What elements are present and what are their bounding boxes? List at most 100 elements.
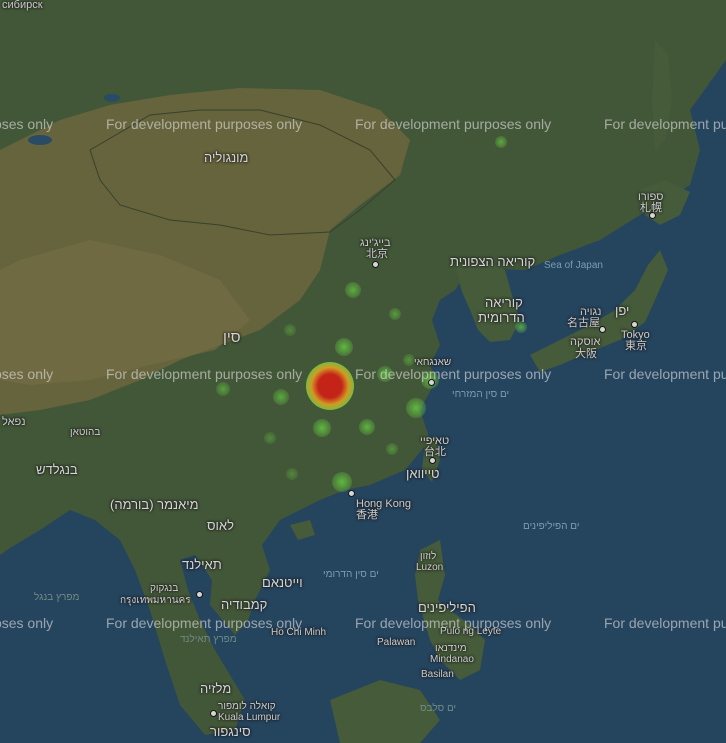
map-label: сибирск (2, 0, 43, 11)
city-label-beijing-zh: 北京 (366, 248, 388, 260)
city-label-nagoya: נגויה (580, 306, 602, 318)
heat-point-nanjing (403, 354, 415, 366)
country-label-japan: יפן (615, 303, 630, 318)
country-label-vietnam: וייטנאם (262, 575, 303, 590)
heat-point-changsha (313, 419, 331, 437)
city-label-sapporo: ספורו (638, 191, 664, 203)
watermark: For development purposes only (604, 366, 726, 382)
watermark: For development purposes only (0, 615, 54, 631)
map-label-mindanao: מינדנאו (435, 643, 467, 654)
country-label-singapore: סינגפור (210, 724, 251, 739)
heat-point-chongqing (273, 389, 289, 405)
watermark: For development purposes only (604, 615, 726, 631)
heat-point-chengdu (216, 382, 230, 396)
heat-point-guangzhou (332, 472, 352, 492)
country-label-taiwan: טייוואן (406, 466, 440, 481)
country-label-myanmar: מיאנמר (בורמה) (110, 497, 199, 512)
country-label-nepal: נפאל (2, 416, 26, 428)
watermark: For development purposes only (355, 366, 552, 382)
city-label-nagoya-ja: 名古屋 (567, 317, 600, 329)
heat-point-nanning (286, 468, 298, 480)
sea-label-philippine: ים הפיליפינים (523, 521, 580, 532)
map-label-leyte: Pulo ng Leyte (440, 626, 502, 637)
city-label-bangkok: בנגקוק (150, 583, 179, 594)
city-label-tokyo: Tokyo (621, 329, 650, 341)
plateau-region (0, 240, 250, 385)
country-label-laos: לאוס (207, 518, 234, 533)
heat-point-seoul (515, 321, 527, 333)
country-label-china: סין (223, 329, 241, 346)
watermark: For development purposes only (355, 116, 552, 132)
city-label-kuala-lumpur: קואלה לומפור (218, 701, 276, 712)
country-label-bangladesh: בנגלדש (36, 462, 78, 477)
sea-label-gulf-of-thailand: מפרץ תאילנד (180, 634, 237, 645)
landmass-philippines (415, 540, 485, 680)
sea-label-sulu: ים סלבס (420, 703, 457, 714)
landmass-sakhalin (652, 40, 672, 150)
city-marker-tokyo[interactable] (631, 321, 638, 328)
watermark: For development purposes only (106, 366, 303, 382)
country-label-south-korea-2: הדרומית (478, 310, 525, 325)
city-label-shanghai: שאנגחאי (414, 357, 452, 368)
watermark: For development purposes only (0, 116, 54, 132)
city-label-bangkok-th: กรุงเทพมหานคร (120, 595, 191, 606)
heat-point-guiyang (264, 432, 276, 444)
landmass-borneo (330, 680, 440, 743)
landmass-japan-honshu (530, 250, 668, 372)
map-label-luzon-en: Luzon (416, 562, 444, 573)
map-label-mindanao-en: Mindanao (430, 654, 474, 665)
border-mongolia (89, 109, 396, 236)
watermark: For development purposes only (106, 615, 303, 631)
watermark: For development purposes only (106, 116, 303, 132)
city-label-osaka-ja: 大阪 (575, 348, 597, 360)
country-label-thailand: תאילנד (182, 557, 222, 572)
city-marker-nagoya[interactable] (599, 326, 606, 333)
city-marker-bangkok[interactable] (196, 591, 203, 598)
heat-point-jinan (389, 308, 401, 320)
country-label-philippines: הפיליפינים (418, 600, 476, 615)
city-label-hong-kong: Hong Kong (356, 498, 412, 510)
city-marker-sapporo[interactable] (649, 212, 656, 219)
city-label-tokyo-ja: 東京 (625, 340, 647, 352)
landmass-korea (455, 260, 520, 342)
city-label-ho-chi-minh: Ho Chi Minh (271, 627, 327, 638)
heat-point-harbin (495, 136, 507, 148)
watermark: For development purposes only (0, 366, 54, 382)
sea-label-japan: Sea of Japan (544, 260, 603, 271)
city-marker-taipei[interactable] (429, 457, 436, 464)
country-label-mongolia: מונגוליה (204, 150, 249, 165)
map-label-luzon: לוזון (420, 551, 437, 562)
city-label-kuala-lumpur-en: Kuala Lumpur (218, 712, 281, 723)
landmass-hainan (290, 520, 315, 540)
lake (104, 94, 120, 102)
map-label-basilan: Basilan (421, 669, 454, 680)
city-marker-shanghai[interactable] (428, 379, 435, 386)
sea-label-south-china: ים סין הדרומי (323, 569, 379, 580)
heat-point-wuhan (306, 362, 354, 410)
heat-point-shijiazhuang (284, 324, 296, 336)
city-label-taipei: טאיפיי (420, 435, 450, 447)
country-label-south-korea-1: קוריאה (485, 295, 523, 310)
city-marker-hong-kong[interactable] (348, 490, 355, 497)
city-label-taipei-zh: 台北 (424, 446, 446, 458)
heat-point-beijing (345, 282, 361, 298)
country-label-malaysia: מלזיה (200, 681, 232, 696)
heat-point-zhengzhou (335, 338, 353, 356)
sea-label-bay-of-bengal: מפרץ בנגל (34, 592, 80, 603)
map-label-palawan: Palawan (377, 637, 416, 648)
city-label-hong-kong-zh: 香港 (356, 509, 378, 521)
city-label-osaka: אוסקה (570, 336, 601, 348)
heat-point-fuzhou (386, 443, 398, 455)
city-label-sapporo-ja: 札幌 (640, 202, 662, 214)
country-label-bhutan: בהוטאן (70, 427, 101, 438)
sea-label-east-china: ים סין המזרחי (452, 389, 510, 400)
country-label-cambodia: קמבודיה (221, 597, 268, 612)
city-marker-kuala-lumpur[interactable] (210, 710, 217, 717)
heat-point-hangzhou (406, 398, 426, 418)
city-marker-beijing[interactable] (372, 261, 379, 268)
lake (28, 135, 52, 145)
country-label-north-korea: קוריאה הצפונית (450, 254, 536, 269)
heat-point-hefei (377, 366, 393, 382)
